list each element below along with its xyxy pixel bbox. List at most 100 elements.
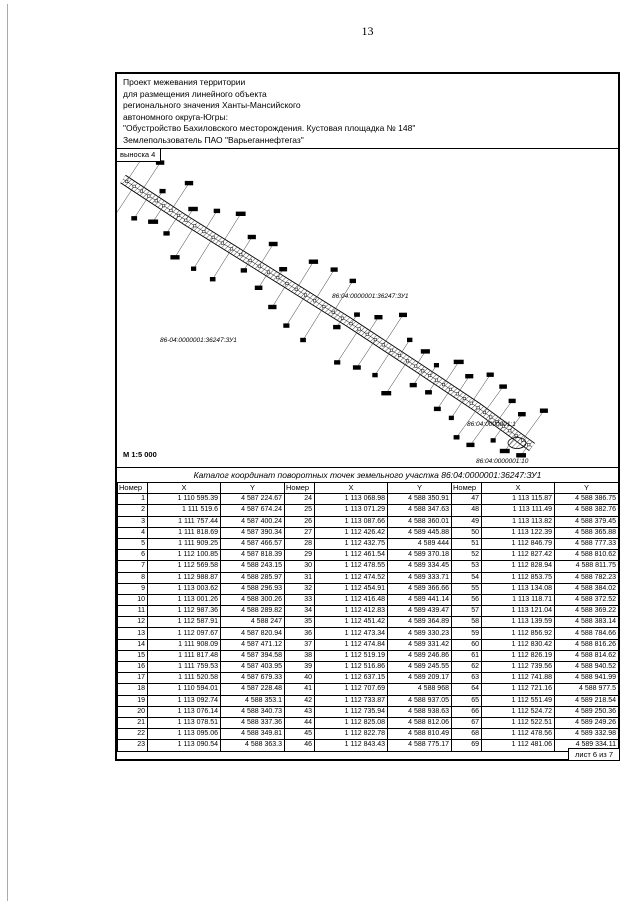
coordinate-cell: 1 112 481.06	[481, 739, 555, 752]
coordinate-cell: 1 112 426.42	[314, 526, 388, 539]
coordinate-cell: 1 111 757.44	[147, 515, 221, 528]
point-number-cell: 69	[451, 739, 482, 752]
coordinate-cell: 1 111 519.6	[147, 504, 221, 517]
point-number-cell: 26	[284, 515, 315, 528]
coordinate-cell: 1 112 473.34	[314, 627, 388, 640]
coordinate-cell: 4 588 382.76	[554, 504, 619, 517]
point-number-cell: 11	[117, 605, 148, 618]
point-number-cell: 23	[117, 739, 148, 752]
coordinate-cell: 1 113 001.26	[147, 593, 221, 607]
coordinate-cell: 1 111 818.69	[147, 526, 221, 539]
table-row: 10 1 113 001.26 4 588 300.26 33 1 112 416.48…	[117, 593, 619, 607]
point-number-cell: 12	[117, 616, 148, 629]
point-number-cell: 19	[117, 694, 148, 707]
coordinate-cell: 1 112 100.85	[147, 549, 221, 562]
col-header-number: Номер	[284, 481, 315, 495]
col-header-coordinate: X	[314, 481, 388, 495]
coordinate-cell: 4 587 224.67	[220, 493, 285, 506]
point-number-cell: 40	[284, 672, 315, 685]
table-row: 15 1 111 817.48 4 587 394.58 38 1 112 519.19…	[117, 649, 619, 663]
coordinate-cell: 4 589 445.88	[387, 526, 452, 539]
table-row: 21 1 113 078.51 4 588 337.36 44 1 112 825.08…	[117, 716, 619, 730]
point-number-cell: 46	[284, 739, 315, 752]
point-number-cell: 30	[284, 560, 315, 573]
point-number-cell: 18	[117, 683, 148, 696]
coordinate-cell: 4 588 937.05	[387, 694, 452, 707]
col-header-coordinate: Y	[220, 481, 285, 495]
coordinate-cell: 4 588 289.82	[220, 605, 285, 618]
coordinate-cell: 4 587 390.34	[220, 526, 285, 539]
coordinate-cell: 4 589 246.86	[387, 649, 452, 663]
coordinate-cell: 1 112 853.75	[481, 571, 555, 584]
coordinate-cell: 4 587 471.12	[220, 638, 285, 651]
point-number-cell: 41	[284, 683, 315, 696]
adjacent-parcel-label: 86:04:0000001:10	[476, 458, 529, 465]
point-number-cell: 52	[451, 549, 482, 562]
coordinate-cell: 1 112 826.19	[481, 649, 555, 663]
point-number-cell: 14	[117, 638, 148, 651]
coordinate-cell: 1 112 741.88	[481, 672, 555, 685]
point-number-cell: 9	[117, 582, 148, 595]
point-number-cell: 38	[284, 649, 315, 663]
header-line: для размещения линейного объекта	[123, 88, 267, 99]
coordinate-cell: 4 588 777.33	[554, 537, 619, 551]
coordinate-cell: 1 111 908.09	[147, 638, 221, 651]
coordinate-cell: 1 112 478.55	[314, 560, 388, 573]
coordinate-cell: 4 587 466.57	[220, 537, 285, 551]
header-line: Землепользователь ПАО "Варьеганнефтегаз"	[123, 134, 304, 145]
coordinate-cell: 1 113 087.66	[314, 515, 388, 528]
point-number-cell: 1	[117, 493, 148, 506]
col-header-number: Номер	[451, 481, 482, 495]
point-number-cell: 45	[284, 728, 315, 741]
coordinate-cell: 1 112 827.42	[481, 549, 555, 562]
point-number-cell: 64	[451, 683, 482, 696]
table-row: 19 1 113 092.74 4 588 353.1 42 1 112 733.87 4…	[117, 694, 619, 707]
point-number-cell: 3	[117, 515, 148, 528]
point-number-cell: 44	[284, 716, 315, 730]
coordinate-cell: 4 589 332.98	[554, 728, 619, 741]
coordinate-cell: 4 588 816.26	[554, 638, 619, 651]
col-header-coordinate: Y	[387, 481, 452, 495]
point-number-cell: 28	[284, 537, 315, 551]
document-frame: Проект межевания территории для размещен…	[115, 72, 620, 761]
point-number-cell: 5	[117, 537, 148, 551]
header-line: "Обустройство Бахиловского месторождения…	[123, 123, 416, 133]
point-number-cell: 34	[284, 605, 315, 618]
point-number-cell: 35	[284, 616, 315, 629]
coordinate-cell: 4 588 977.5	[554, 683, 619, 696]
coordinate-cell: 1 112 454.91	[314, 582, 388, 595]
point-number-cell: 32	[284, 582, 315, 595]
coordinate-cell: 4 588 347.63	[387, 504, 452, 517]
coordinate-cell: 1 112 412.83	[314, 605, 388, 618]
header-line: автономного округа-Югры:	[123, 111, 228, 122]
coordinate-cell: 1 112 707.69	[314, 683, 388, 696]
coordinate-cell: 1 112 846.79	[481, 537, 555, 551]
coordinate-cell: 1 113 078.51	[147, 716, 221, 730]
coordinate-cell: 1 113 076.14	[147, 705, 221, 718]
coordinate-cell: 4 589 333.71	[387, 571, 452, 584]
coordinate-cell: 4 588 340.73	[220, 705, 285, 718]
table-header-row: Номер X Y Номер X Y Номер X Y	[117, 481, 619, 495]
parcel-label: 86-04:0000001:36247:ЗУ1	[160, 337, 237, 344]
coordinate-cell: 1 112 988.87	[147, 571, 221, 584]
coordinate-cell: 1 112 516.86	[314, 660, 388, 674]
coordinate-cell: 1 112 721.16	[481, 683, 555, 696]
coordinate-cell: 4 587 820.94	[220, 627, 285, 640]
coordinate-cell: 4 588 360.01	[387, 515, 452, 528]
coordinate-cell: 4 589 370.18	[387, 549, 452, 562]
table-row: 18 1 110 594.01 4 587 228.48 41 1 112 707.69…	[117, 683, 619, 696]
coordinate-cell: 1 111 759.53	[147, 660, 221, 674]
coordinate-cell: 1 112 739.56	[481, 660, 555, 674]
coordinate-cell: 1 112 524.72	[481, 705, 555, 718]
point-number-cell: 60	[451, 638, 482, 651]
point-number-cell: 48	[451, 504, 482, 517]
coordinate-cell: 4 587 674.24	[220, 504, 285, 517]
coordinate-cell: 4 588 365.88	[554, 526, 619, 539]
point-number-cell: 59	[451, 627, 482, 640]
coordinate-cell: 1 111 817.48	[147, 649, 221, 663]
point-number-cell: 37	[284, 638, 315, 651]
coordinate-cell: 1 112 856.92	[481, 627, 555, 640]
